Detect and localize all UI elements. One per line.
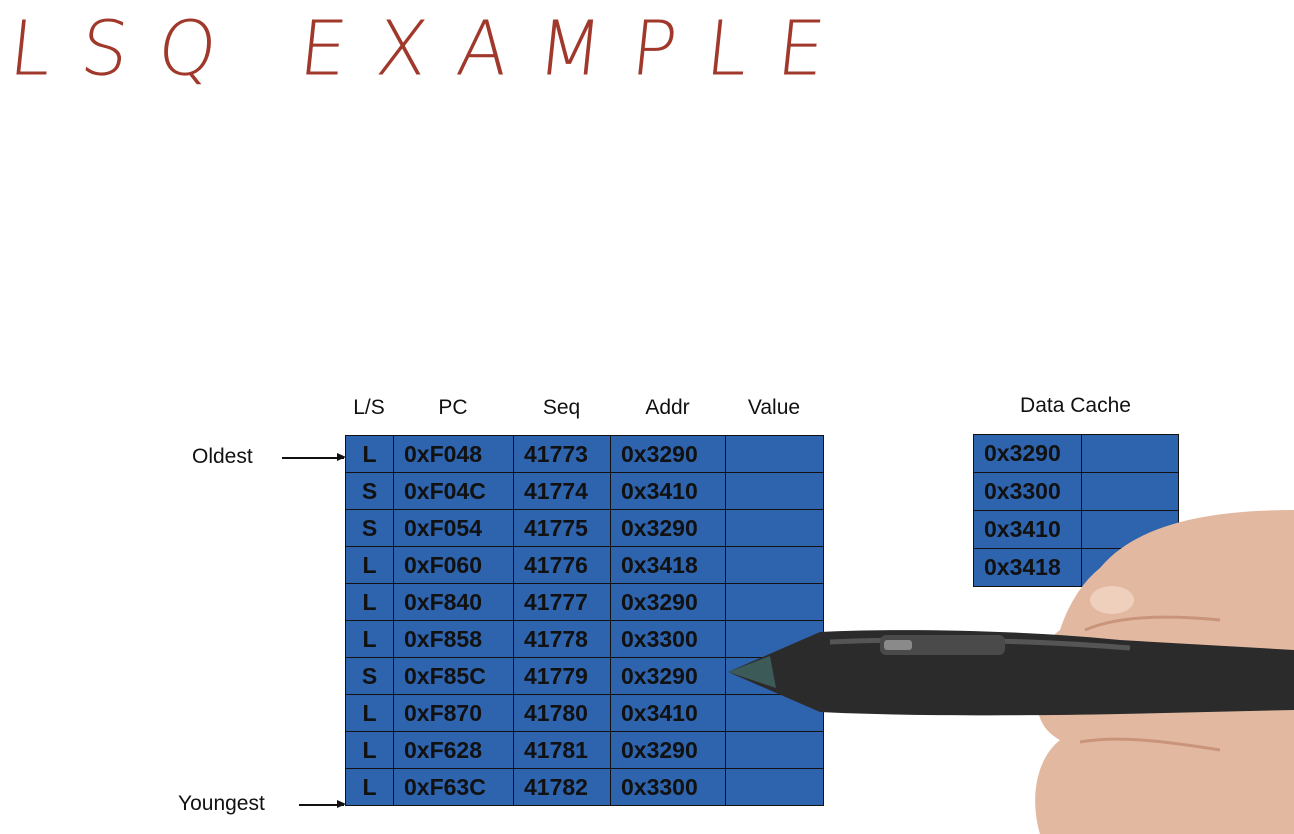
seq-cell: 41778 [513, 620, 611, 658]
stylus-tip [728, 656, 776, 688]
seq-cell: 41780 [513, 694, 611, 732]
pc-cell: 0xF870 [393, 694, 514, 732]
value-cell [725, 472, 824, 510]
addr-cell: 0x3300 [610, 620, 726, 658]
table-row: L 0xF858 41778 0x3300 [345, 620, 824, 658]
col-header-addr: Addr [645, 396, 690, 419]
table-row: L 0xF870 41780 0x3410 [345, 694, 824, 732]
pc-cell: 0xF04C [393, 472, 514, 510]
addr-cell: 0x3290 [610, 657, 726, 695]
seq-cell: 41779 [513, 657, 611, 695]
pc-cell: 0xF858 [393, 620, 514, 658]
table-row: S 0xF054 41775 0x3290 [345, 509, 824, 547]
seq-cell: 41774 [513, 472, 611, 510]
pc-cell: 0xF840 [393, 583, 514, 621]
seq-cell: 41775 [513, 509, 611, 547]
table-row: L 0xF840 41777 0x3290 [345, 583, 824, 621]
ls-cell: L [345, 731, 394, 769]
table-row: L 0xF060 41776 0x3418 [345, 546, 824, 584]
oldest-arrow [282, 454, 346, 460]
addr-cell: 0x3290 [610, 509, 726, 547]
ls-cell: L [345, 694, 394, 732]
lsq-table: L 0xF048 41773 0x3290 S 0xF04C 41774 0x3… [345, 435, 824, 806]
stylus-body [728, 630, 1294, 716]
pc-cell: 0xF060 [393, 546, 514, 584]
stylus-hand-image [728, 510, 1294, 834]
table-row: 0x3290 [973, 434, 1179, 473]
ls-cell: L [345, 620, 394, 658]
ls-cell: L [345, 768, 394, 806]
value-cell [725, 620, 824, 658]
cache-value-cell [1081, 434, 1179, 473]
addr-cell: 0x3290 [610, 583, 726, 621]
addr-cell: 0x3290 [610, 435, 726, 473]
col-header-seq: Seq [542, 396, 581, 419]
table-row: 0x3300 [973, 472, 1179, 511]
value-cell [725, 583, 824, 621]
ls-cell: S [345, 657, 394, 695]
seq-cell: 41773 [513, 435, 611, 473]
cache-addr-cell: 0x3418 [973, 548, 1082, 587]
seq-cell: 41777 [513, 583, 611, 621]
addr-cell: 0x3300 [610, 768, 726, 806]
youngest-label: Youngest [178, 792, 265, 815]
youngest-arrow [299, 801, 346, 807]
data-cache-title: Data Cache [1020, 394, 1131, 417]
stylus-button [880, 635, 1005, 655]
value-cell [725, 768, 824, 806]
page-title: LSQ EXAMPLE [5, 5, 860, 93]
col-header-value: Value [747, 396, 801, 419]
ls-cell: L [345, 583, 394, 621]
table-row: L 0xF628 41781 0x3290 [345, 731, 824, 769]
col-header-pc: PC [438, 396, 468, 419]
pc-cell: 0xF048 [393, 435, 514, 473]
seq-cell: 41781 [513, 731, 611, 769]
pc-cell: 0xF054 [393, 509, 514, 547]
seq-cell: 41776 [513, 546, 611, 584]
cache-addr-cell: 0x3290 [973, 434, 1082, 473]
addr-cell: 0x3410 [610, 472, 726, 510]
oldest-label: Oldest [192, 445, 253, 468]
ls-cell: L [345, 546, 394, 584]
ls-cell: S [345, 472, 394, 510]
table-row: L 0xF048 41773 0x3290 [345, 435, 824, 473]
value-cell [725, 435, 824, 473]
cache-addr-cell: 0x3410 [973, 510, 1082, 549]
cache-value-cell [1081, 472, 1179, 511]
ls-cell: S [345, 509, 394, 547]
seq-cell: 41782 [513, 768, 611, 806]
pc-cell: 0xF628 [393, 731, 514, 769]
pc-cell: 0xF85C [393, 657, 514, 695]
pc-cell: 0xF63C [393, 768, 514, 806]
ls-cell: L [345, 435, 394, 473]
col-header-ls: L/S [353, 396, 385, 419]
cache-addr-cell: 0x3300 [973, 472, 1082, 511]
table-row: L 0xF63C 41782 0x3300 [345, 768, 824, 806]
addr-cell: 0x3410 [610, 694, 726, 732]
